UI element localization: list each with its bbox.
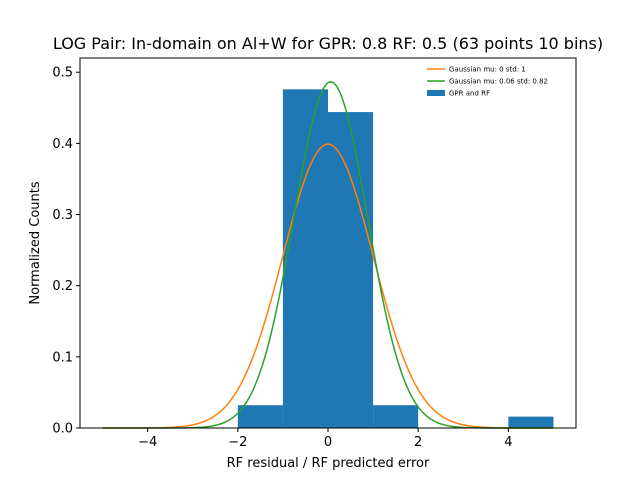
x-tick-label-2: 0: [324, 435, 332, 450]
y-tick-label-5: 0.5: [52, 66, 73, 81]
x-axis-label: RF residual / RF predicted error: [227, 456, 430, 471]
legend-label-2: GPR and RF: [449, 90, 490, 98]
x-axis-ticks: −4 −2 0 2 4: [138, 428, 513, 450]
histogram-bar-0: [237, 405, 283, 428]
histogram-bar-3: [373, 405, 419, 428]
chart-legend: Gaussian mu: 0 std: 1 Gaussian mu: 0.06 s…: [427, 66, 548, 98]
y-axis-label: Normalized Counts: [28, 181, 43, 304]
histogram-bar-2: [328, 112, 374, 429]
y-tick-label-3: 0.3: [52, 208, 73, 223]
x-tick-label-0: −4: [138, 435, 157, 450]
chart-title: LOG Pair: In-domain on Al+W for GPR: 0.8…: [53, 34, 603, 53]
y-tick-label-0: 0.0: [52, 422, 73, 437]
x-tick-label-1: −2: [228, 435, 247, 450]
histogram-bars: [237, 89, 554, 429]
legend-patch-2: [427, 90, 445, 96]
x-tick-label-4: 4: [504, 435, 512, 450]
histogram-bar-4: [508, 416, 554, 428]
x-tick-label-3: 2: [414, 435, 422, 450]
y-tick-label-2: 0.2: [52, 279, 73, 294]
y-axis-ticks: 0.0 0.1 0.2 0.3 0.4 0.5: [52, 66, 80, 437]
legend-label-1: Gaussian mu: 0.06 std: 0.82: [449, 78, 548, 86]
y-tick-label-1: 0.1: [52, 350, 73, 365]
gaussian-curve-0: [102, 143, 554, 429]
histogram-bar-1: [282, 89, 328, 429]
legend-label-0: Gaussian mu: 0 std: 1: [449, 66, 526, 74]
y-tick-label-4: 0.4: [52, 137, 73, 152]
